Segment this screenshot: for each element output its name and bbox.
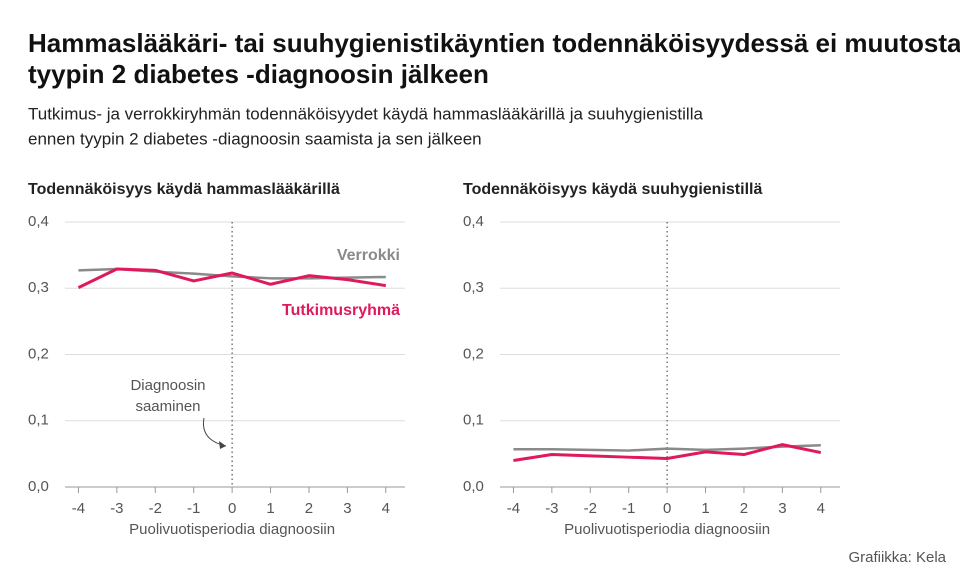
x-tick-label: -2 xyxy=(149,500,162,517)
title-line: tyypin 2 diabetes -diagnoosin jälkeen xyxy=(28,59,489,89)
panel-title: Todennäköisyys käydä hammaslääkärillä xyxy=(28,181,340,198)
x-tick-label: 2 xyxy=(305,500,313,517)
x-tick-label: 1 xyxy=(701,500,709,517)
series-line xyxy=(513,443,822,462)
y-tick-label: 0,3 xyxy=(28,279,49,296)
x-tick-label: -4 xyxy=(507,500,520,517)
x-tick-label: -1 xyxy=(187,500,200,517)
x-tick-label: 2 xyxy=(740,500,748,517)
title-line: Hammaslääkäri- tai suuhygienistikäyntien… xyxy=(28,28,960,58)
y-tick-label: 0,3 xyxy=(463,279,484,296)
series-label: Tutkimusryhmä xyxy=(282,302,400,319)
annotation-arrowhead xyxy=(219,441,226,449)
x-tick-label: -2 xyxy=(584,500,597,517)
y-tick-label: 0,0 xyxy=(463,478,484,495)
source: Grafiikka: Kela xyxy=(848,549,946,566)
x-axis-label: Puolivuotisperiodia diagnoosiin xyxy=(129,521,335,538)
subtitle-line: Tutkimus- ja verrokkiryhmän todennäköisy… xyxy=(28,104,703,123)
annotation: Diagnoosin xyxy=(130,377,205,394)
series-line xyxy=(77,267,387,289)
x-tick-label: 0 xyxy=(663,500,671,517)
x-axis-label: Puolivuotisperiodia diagnoosiin xyxy=(564,521,770,538)
x-tick-label: -3 xyxy=(110,500,123,517)
x-tick-label: 3 xyxy=(343,500,351,517)
x-tick-label: -4 xyxy=(72,500,85,517)
annotation: saaminen xyxy=(135,398,200,415)
x-tick-label: 3 xyxy=(778,500,786,517)
annotation-arrow xyxy=(202,417,227,447)
y-tick-label: 0,4 xyxy=(463,213,484,230)
y-tick-label: 0,4 xyxy=(28,213,49,230)
x-tick-label: -3 xyxy=(545,500,558,517)
y-tick-label: 0,0 xyxy=(28,478,49,495)
x-tick-label: 1 xyxy=(266,500,274,517)
y-tick-label: 0,2 xyxy=(463,345,484,362)
series-label: Verrokki xyxy=(337,247,400,264)
x-tick-label: 4 xyxy=(817,500,825,517)
x-tick-label: -1 xyxy=(622,500,635,517)
x-tick-label: 0 xyxy=(228,500,236,517)
panel-title: Todennäköisyys käydä suuhygienistillä xyxy=(463,181,762,198)
x-tick-label: 4 xyxy=(382,500,390,517)
subtitle-line: ennen tyypin 2 diabetes -diagnoosin saam… xyxy=(28,129,482,148)
y-tick-label: 0,2 xyxy=(28,345,49,362)
y-tick-label: 0,1 xyxy=(28,412,49,429)
y-tick-label: 0,1 xyxy=(463,412,484,429)
